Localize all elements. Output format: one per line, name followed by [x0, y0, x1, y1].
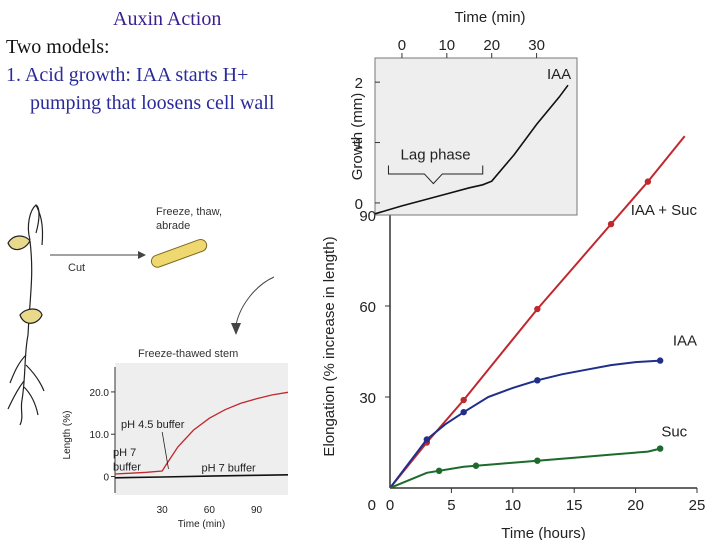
inset-lag-bracket — [387, 165, 484, 185]
slide-title: Auxin Action — [113, 8, 222, 30]
inset-x-tick-label: 20 — [483, 37, 500, 54]
inset-curve-label: IAA — [547, 66, 571, 83]
abrade-label: abrade — [156, 220, 190, 232]
slide-line-acid-growth: 1. Acid growth: IAA starts H+ — [6, 64, 249, 86]
main-x-tick-label: 0 — [386, 497, 394, 514]
left-chart: 0 10.0 20.0 30 60 90 Time (min) Length (%) pH 4.… — [62, 367, 289, 530]
freeze-label: Freeze, thaw, — [156, 206, 222, 218]
left-y-axis-label: Length (%) — [62, 411, 73, 460]
main-x-tick-label: 15 — [566, 497, 583, 514]
left-ph7-right-label: pH 7 buffer — [202, 462, 257, 474]
main-series-line-iaa — [390, 359, 661, 488]
inset-y-tick-label: 1 — [355, 136, 363, 153]
left-y-tick-label: 20.0 — [90, 388, 110, 399]
left-series-line-ph-7-buffer — [114, 474, 289, 479]
main-data-point — [460, 396, 467, 404]
left-y-tick-label: 10.0 — [90, 430, 110, 441]
inset-y-tick-label: 2 — [355, 75, 363, 92]
main-series-line-suc — [390, 447, 661, 488]
left-ph7-label-a: pH 7 — [113, 447, 136, 459]
curved-arrow — [231, 276, 275, 335]
main-y-tick-label: 30 — [359, 390, 376, 407]
inset-panel — [374, 57, 578, 216]
inset-title: Time (min) — [454, 9, 525, 26]
main-data-point — [534, 457, 541, 464]
cut-arrow — [50, 251, 146, 259]
main-y-tick-label: 0 — [368, 497, 376, 514]
main-data-point — [472, 462, 480, 469]
main-data-point — [435, 467, 443, 475]
main-y-tick-label: 60 — [359, 299, 376, 316]
left-x-tick-label: 60 — [204, 505, 216, 516]
main-x-tick-label: 20 — [627, 497, 644, 514]
main-data-point — [460, 408, 467, 416]
main-x-tick-label: 25 — [689, 497, 706, 514]
main-x-axis-label: Time (hours) — [501, 525, 585, 540]
inset-y-tick-label: 0 — [355, 196, 363, 213]
main-data-point — [534, 377, 541, 384]
left-x-tick-label: 90 — [251, 505, 263, 516]
main-data-point — [656, 357, 664, 364]
inset-lag-phase-label: Lag phase — [401, 146, 471, 163]
main-data-point — [644, 178, 652, 185]
stem-segment — [150, 238, 208, 268]
main-y-axis-label: Elongation (% increase in length) — [321, 236, 338, 456]
cut-label: Cut — [68, 262, 85, 274]
left-ph45-label: pH 4.5 buffer — [121, 419, 185, 431]
left-x-tick-label: 30 — [157, 505, 169, 516]
main-y-tick-label: 90 — [359, 208, 376, 225]
left-figure: Cut Freeze, thaw, abrade Freeze-thawed s… — [7, 204, 289, 530]
slide-line-pumping: pumping that loosens cell wall — [30, 92, 275, 114]
freeze-thawed-stem-label: Freeze-thawed stem — [138, 348, 238, 360]
main-data-point — [656, 445, 664, 452]
main-series-label-iaa-suc: IAA + Suc — [631, 202, 698, 219]
left-x-axis-label: Time (min) — [178, 519, 225, 530]
main-x-tick-label: 10 — [504, 497, 521, 514]
inset-series-line-iaa — [374, 84, 569, 215]
inset-y-axis-label: Growth (mm) — [349, 93, 366, 181]
seedling-drawing — [7, 204, 45, 426]
main-data-point — [607, 220, 615, 228]
inset-x-tick-label: 0 — [398, 37, 406, 54]
slide-line-models: Two models: — [6, 36, 110, 58]
left-ph45-pointer — [161, 432, 169, 469]
inset-x-tick-label: 30 — [528, 37, 545, 54]
left-series-line-ph-4-5-buffer — [114, 391, 289, 475]
left-y-tick-label: 0 — [103, 473, 109, 484]
inset-x-tick-label: 10 — [438, 37, 455, 54]
left-ph7-label-b: buffer — [113, 462, 141, 474]
main-series-label-suc: Suc — [661, 423, 687, 440]
main-x-tick-label: 5 — [447, 497, 455, 514]
main-series-label-iaa: IAA — [673, 332, 697, 349]
main-data-point — [423, 436, 431, 443]
main-data-point — [534, 305, 541, 313]
